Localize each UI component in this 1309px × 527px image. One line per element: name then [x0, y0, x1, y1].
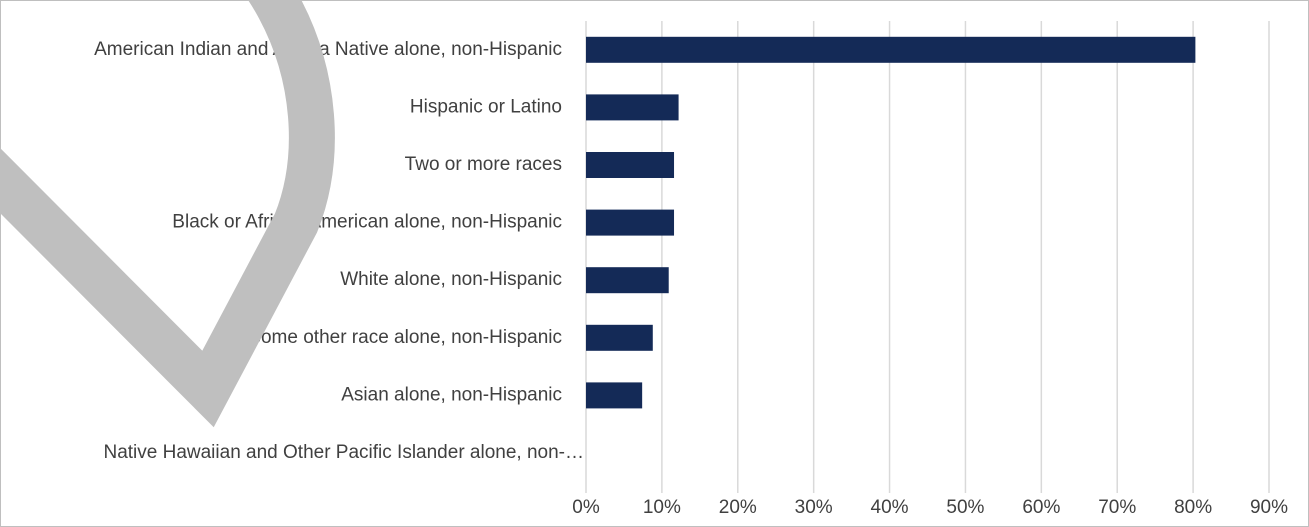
category-label: American Indian and Alaska Native alone,…: [94, 39, 562, 60]
category-label: Black or African American alone, non-His…: [172, 212, 562, 233]
x-tick-label: 30%: [795, 497, 833, 518]
x-tick-label: 50%: [946, 497, 984, 518]
bars: [586, 36, 1196, 409]
bar-6: [586, 382, 643, 409]
x-tick-labels: 0% 10% 20% 30% 40% 50% 60% 70% 80% 90%: [572, 497, 1288, 518]
x-tick-label: 40%: [871, 497, 909, 518]
bar-2: [586, 152, 675, 178]
category-labels: American Indian and Alaska Native alone,…: [94, 39, 584, 463]
bar-5: [586, 324, 653, 351]
x-tick-label: 10%: [643, 497, 681, 518]
category-label: Two or more races: [405, 154, 562, 175]
category-label: Native Hawaiian and Other Pacific Island…: [103, 442, 584, 463]
category-label: Asian alone, non-Hispanic: [341, 384, 562, 405]
gridlines: [585, 21, 1270, 493]
bar-3: [586, 209, 675, 236]
x-tick-label: 60%: [1022, 497, 1060, 518]
x-tick-label: 70%: [1098, 497, 1136, 518]
x-tick-label: 90%: [1250, 497, 1288, 518]
watermark-d: [1, 1, 335, 428]
watermark-d-shape: [1, 1, 335, 428]
category-label: White alone, non-Hispanic: [340, 269, 562, 290]
bar-0: [586, 36, 1196, 63]
bar-4: [586, 267, 669, 294]
x-tick-label: 80%: [1174, 497, 1212, 518]
category-label: Hispanic or Latino: [410, 96, 562, 117]
x-tick-label: 20%: [719, 497, 757, 518]
category-label: Some other race alone, non-Hispanic: [248, 327, 562, 348]
x-tick-label: 0%: [572, 497, 600, 518]
bar-1: [586, 94, 679, 121]
